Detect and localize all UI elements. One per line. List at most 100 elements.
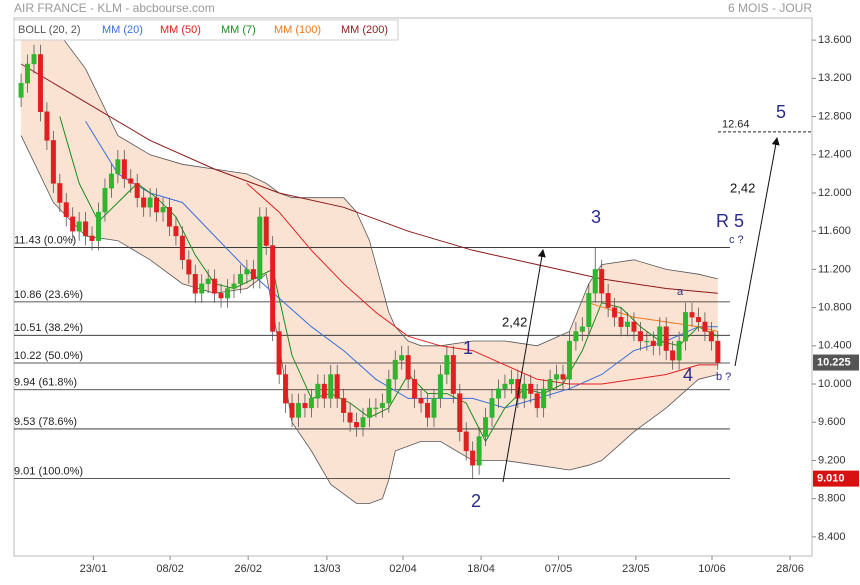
fib-label: 9.01 (100.0%) <box>14 466 83 478</box>
candle-body <box>257 216 263 280</box>
candle-body <box>392 359 398 380</box>
candle-body <box>37 54 43 112</box>
candle-body <box>289 402 295 418</box>
candle-body <box>547 379 553 390</box>
candle-body <box>154 197 160 213</box>
candle-body <box>231 283 237 289</box>
y-tick-label: 13.600 <box>818 34 852 46</box>
legend-entry: MM (100) <box>274 24 321 36</box>
candle-body <box>44 111 50 141</box>
legend-box <box>13 19 399 41</box>
candle-body <box>579 326 585 332</box>
candle-body <box>702 321 708 332</box>
x-tick-label: 08/02 <box>156 563 184 575</box>
candle-body <box>528 383 534 394</box>
wave-arrow <box>734 137 780 367</box>
candle-body <box>586 293 592 327</box>
candle-body <box>695 316 701 323</box>
candle-body <box>373 407 379 410</box>
wave-arrow <box>502 249 546 483</box>
y-tick-label: 8.400 <box>818 531 846 543</box>
candle-body <box>160 207 166 213</box>
bollinger-lower <box>20 135 718 504</box>
candle-body <box>244 269 250 275</box>
y-tick-label: 11.600 <box>818 225 851 237</box>
y-tick-label: 12.000 <box>818 187 852 199</box>
x-tick-label: 13/03 <box>313 563 341 575</box>
candle-body <box>360 417 366 428</box>
fib-label: 10.22 (50.0%) <box>14 350 83 362</box>
x-tick-label: 10/06 <box>698 563 726 575</box>
candle-body <box>683 312 689 342</box>
candle-body <box>102 187 108 213</box>
candle-body <box>295 402 301 418</box>
candle-body <box>128 178 134 184</box>
candle-body <box>708 331 714 342</box>
candle-body <box>715 340 721 363</box>
low-price-tag <box>813 470 859 487</box>
candle-body <box>663 326 669 351</box>
x-tick-label: 23/01 <box>80 563 108 575</box>
fib-label: 11.43 (0.0%) <box>14 234 76 246</box>
candle-body <box>541 388 547 409</box>
candle-body <box>205 278 211 284</box>
x-tick-label: 02/04 <box>389 563 417 575</box>
candle-body <box>560 374 566 380</box>
candle-body <box>425 402 431 418</box>
candle-body <box>644 340 650 343</box>
bollinger-upper <box>21 25 718 347</box>
candle-body <box>379 402 385 409</box>
candle-body <box>83 221 89 237</box>
candle-body <box>612 307 618 318</box>
candle-body <box>366 407 372 418</box>
wave-label: 2 <box>471 491 481 511</box>
candle-body <box>637 331 643 342</box>
candle-body <box>489 398 495 418</box>
legend-entry: MM (7) <box>221 24 256 36</box>
candle-body <box>186 259 192 275</box>
candle-body <box>283 374 289 404</box>
candle-body <box>399 355 405 361</box>
y-tick-label: 11.200 <box>818 263 851 275</box>
candle-body <box>605 293 611 308</box>
last-price-label: 10.225 <box>817 356 851 368</box>
candle-body <box>624 321 630 327</box>
candle-body <box>689 312 695 318</box>
candle-body <box>412 379 418 399</box>
wave-label: 4 <box>683 365 693 385</box>
candle-body <box>250 269 256 280</box>
y-tick-label: 12.400 <box>818 149 852 161</box>
candle-body <box>502 383 508 390</box>
y-tick-label: 10.000 <box>818 378 852 390</box>
candle-body <box>508 379 514 385</box>
candle-body <box>121 159 127 179</box>
candle-body <box>470 450 476 466</box>
plot <box>14 25 812 504</box>
candle-body <box>334 374 340 399</box>
candle-body <box>418 398 424 404</box>
y-tick-label: 10.800 <box>818 302 852 314</box>
candle-body <box>76 221 82 232</box>
candle-body <box>218 293 224 299</box>
candle-body <box>650 340 656 347</box>
candle-body <box>63 202 69 218</box>
header-title: AIR FRANCE - KLM - abcbourse.com <box>14 1 215 15</box>
x-tick-label: 28/06 <box>776 563 804 575</box>
candle-body <box>270 245 276 332</box>
y-tick-label: 13.200 <box>818 72 852 84</box>
candle-body <box>263 216 269 246</box>
candle-body <box>483 417 489 437</box>
candle-body <box>141 197 147 208</box>
candle-body <box>25 63 31 84</box>
candle-body <box>57 183 63 203</box>
candle-body <box>670 350 676 361</box>
ratio-label: 2,42 <box>502 314 527 329</box>
candle-body <box>192 273 198 294</box>
candle-body <box>70 216 76 232</box>
candle-body <box>354 422 360 428</box>
wave-label: 1 <box>463 338 473 358</box>
candle-body <box>166 207 172 227</box>
candle-body <box>108 173 114 189</box>
candle-body <box>495 388 501 399</box>
x-tick-label: 23/05 <box>622 563 650 575</box>
